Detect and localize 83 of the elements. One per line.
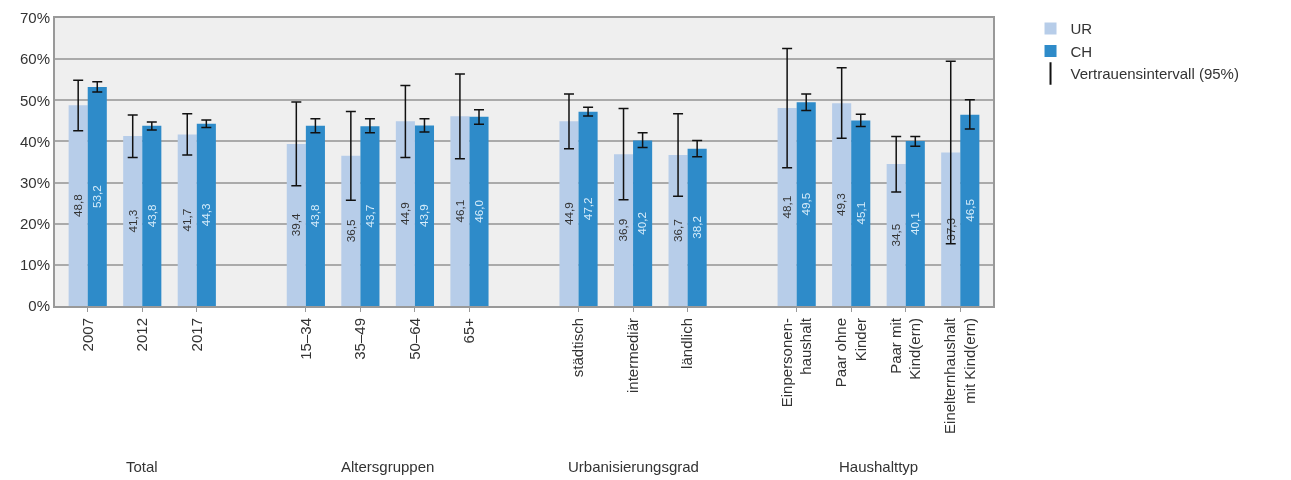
y-tick-label: 20% (19, 214, 50, 232)
x-tick-label: 2007 (78, 318, 96, 352)
x-tick-label: 65+ (460, 317, 478, 344)
data-label: 41,3 (125, 209, 139, 233)
y-tick-label: 10% (19, 256, 50, 274)
data-label: 43,7 (362, 204, 376, 228)
bar (414, 125, 435, 306)
y-tick-label: 50% (19, 91, 50, 109)
data-label: 49,3 (834, 193, 848, 216)
bar (305, 125, 325, 306)
bar (905, 141, 925, 306)
data-label: 53,2 (90, 185, 104, 208)
data-label: 49,5 (799, 192, 812, 216)
data-label: 40,2 (635, 211, 649, 235)
x-tick-label: ländlich (678, 318, 696, 369)
y-tick-label: 40% (19, 132, 50, 150)
bar (142, 125, 162, 306)
bar (668, 155, 688, 306)
x-tick-label: intermediär (623, 318, 641, 394)
text: Altersgruppen (341, 458, 435, 475)
bar (68, 105, 88, 306)
data-label: 48,1 (779, 195, 793, 219)
x-tick-label: 15–34 (296, 318, 314, 360)
x-tick-label: 50–64 (405, 318, 423, 360)
bar (469, 116, 489, 306)
data-label: 48,8 (70, 194, 84, 217)
bar (578, 111, 598, 306)
y-tick-label: 60% (19, 50, 50, 68)
data-label: 47,2 (580, 197, 594, 221)
bar (832, 103, 852, 306)
x-tick-label: 35–49 (351, 318, 369, 360)
bar (123, 136, 143, 306)
bar (360, 126, 380, 306)
bar (395, 121, 415, 306)
y-tick-label: 70% (19, 9, 50, 27)
data-label: 43,8 (308, 204, 322, 228)
y-tick-label: 0% (28, 297, 50, 315)
text: Total (126, 458, 158, 475)
data-label: 46,5 (962, 198, 976, 222)
bar (286, 143, 306, 306)
data-label: 44,9 (398, 202, 412, 226)
data-label: 44,9 (561, 202, 575, 226)
data-label: 38,2 (689, 216, 703, 239)
bar (886, 164, 906, 306)
data-label: 36,7 (670, 219, 684, 242)
bar (613, 154, 634, 306)
data-label: 34,5 (888, 223, 902, 247)
data-label: 46,1 (452, 199, 466, 223)
bar (777, 108, 797, 306)
text: Haushalttyp (839, 458, 919, 475)
bar (450, 116, 470, 306)
data-label: 43,9 (417, 204, 431, 228)
text: Urbanisierungsgrad (568, 458, 699, 475)
bar (941, 152, 961, 306)
bar (796, 102, 816, 306)
x-tick-label: Einpersonen- haushalt (777, 317, 815, 408)
legend-label: UR (1070, 20, 1093, 38)
x-tick-label: 2017 (187, 318, 205, 352)
x-tick-label: 2012 (133, 318, 151, 352)
bar (177, 134, 197, 306)
data-label: 39,4 (289, 213, 303, 237)
data-label: 43,8 (144, 204, 158, 228)
bar (196, 123, 216, 306)
data-label: 36,5 (343, 219, 357, 243)
bar (559, 121, 579, 306)
bar (851, 120, 871, 306)
data-label: 40,1 (908, 212, 922, 235)
bar (341, 155, 361, 306)
x-tick-label: Paar mit Kind(ern) (886, 317, 924, 380)
text: Vertrauensintervall (95%) (1070, 65, 1239, 83)
y-tick-label: 30% (19, 173, 50, 191)
bar (687, 148, 707, 306)
legend-label: CH (1070, 42, 1093, 60)
data-label: 46,0 (471, 199, 485, 223)
data-label: 36,9 (616, 218, 630, 242)
data-label: 41,7 (180, 208, 194, 232)
x-tick-label: Einelternhaushalt mit Kind(ern) (941, 317, 978, 434)
data-label: 45,1 (853, 201, 867, 225)
x-tick-label: städtisch (569, 318, 587, 378)
bar (633, 140, 653, 306)
bar (87, 87, 107, 306)
bar (960, 114, 980, 306)
data-label: 44,3 (199, 203, 213, 227)
